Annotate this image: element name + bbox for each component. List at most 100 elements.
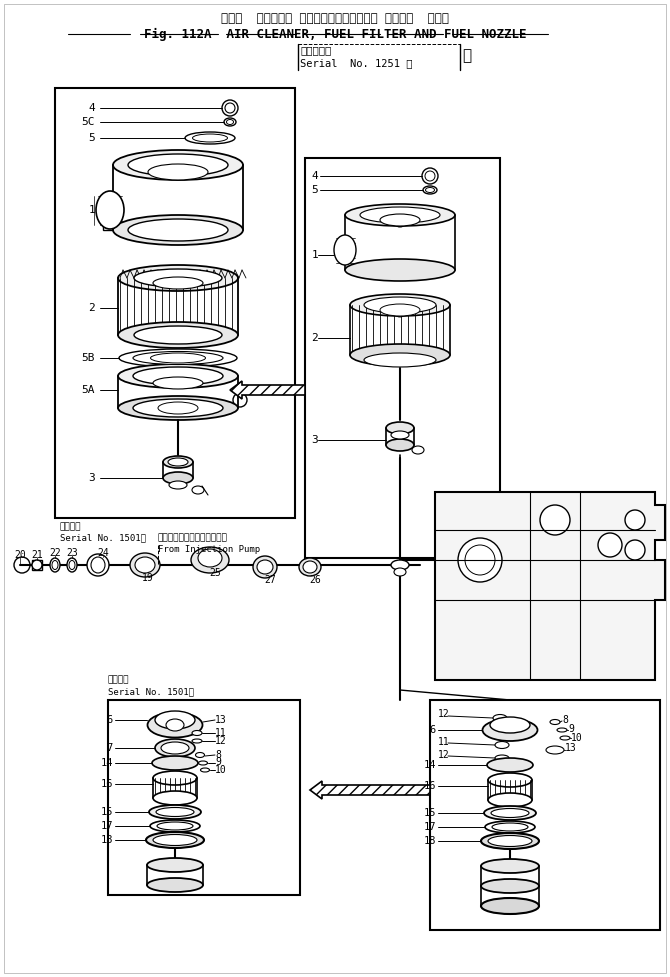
Ellipse shape	[423, 186, 437, 194]
Ellipse shape	[87, 554, 109, 576]
Circle shape	[233, 393, 247, 407]
Text: 5C: 5C	[82, 117, 95, 127]
Ellipse shape	[147, 878, 203, 892]
Ellipse shape	[156, 808, 194, 817]
Ellipse shape	[364, 353, 436, 367]
Ellipse shape	[113, 150, 243, 180]
Ellipse shape	[380, 304, 420, 316]
Polygon shape	[230, 381, 305, 399]
Ellipse shape	[192, 486, 204, 494]
Circle shape	[425, 171, 435, 181]
Ellipse shape	[299, 558, 321, 576]
Text: 4: 4	[312, 171, 318, 181]
Text: Serial  No. 1251 ～: Serial No. 1251 ～	[300, 58, 413, 68]
Ellipse shape	[69, 561, 75, 570]
Text: 3: 3	[312, 435, 318, 445]
Ellipse shape	[146, 832, 204, 848]
Polygon shape	[310, 781, 430, 799]
Text: 13: 13	[565, 743, 577, 753]
Ellipse shape	[133, 367, 223, 385]
Ellipse shape	[488, 773, 532, 787]
Ellipse shape	[303, 561, 317, 573]
Ellipse shape	[155, 711, 195, 729]
Bar	[305, 158, 500, 558]
Bar	[430, 700, 660, 930]
Ellipse shape	[67, 558, 77, 572]
Circle shape	[458, 538, 502, 582]
Ellipse shape	[481, 833, 539, 849]
Text: 12: 12	[438, 750, 450, 760]
Text: 2: 2	[88, 303, 95, 313]
Text: 5: 5	[312, 185, 318, 195]
Text: 18: 18	[100, 835, 113, 845]
Text: 2: 2	[312, 333, 318, 343]
Ellipse shape	[345, 204, 455, 226]
Ellipse shape	[118, 265, 238, 291]
Circle shape	[225, 103, 235, 113]
Circle shape	[422, 168, 438, 184]
Ellipse shape	[391, 560, 409, 570]
Ellipse shape	[128, 219, 228, 241]
Ellipse shape	[169, 481, 187, 489]
Text: 7: 7	[107, 743, 113, 753]
Text: （適用号機: （適用号機	[300, 45, 331, 55]
Ellipse shape	[152, 756, 198, 770]
Ellipse shape	[192, 739, 202, 743]
Text: Fig. 112A  AIR CLEANER, FUEL FILTER AND FUEL NOZZLE: Fig. 112A AIR CLEANER, FUEL FILTER AND F…	[144, 27, 526, 40]
Ellipse shape	[153, 277, 203, 289]
Ellipse shape	[492, 823, 528, 831]
Bar	[108, 700, 300, 895]
Ellipse shape	[482, 719, 537, 741]
Ellipse shape	[200, 768, 210, 772]
Ellipse shape	[149, 805, 201, 819]
Ellipse shape	[153, 791, 197, 805]
Text: 19: 19	[142, 573, 154, 583]
Text: 8: 8	[215, 750, 221, 760]
Text: 27: 27	[264, 575, 276, 585]
Ellipse shape	[493, 714, 507, 721]
Ellipse shape	[488, 835, 532, 846]
Circle shape	[598, 533, 622, 557]
Text: 16: 16	[423, 781, 436, 791]
Ellipse shape	[32, 560, 42, 570]
Text: 5B: 5B	[82, 353, 95, 363]
Ellipse shape	[119, 349, 237, 367]
Text: 6: 6	[429, 725, 436, 735]
Ellipse shape	[161, 742, 189, 754]
Text: 9: 9	[215, 757, 221, 767]
Text: 20: 20	[14, 550, 26, 560]
Text: 26: 26	[309, 575, 321, 585]
Text: 18: 18	[423, 836, 436, 846]
Ellipse shape	[147, 858, 203, 872]
Ellipse shape	[52, 561, 58, 570]
Ellipse shape	[185, 132, 235, 144]
Ellipse shape	[550, 719, 560, 725]
Polygon shape	[435, 492, 665, 680]
Ellipse shape	[91, 557, 105, 573]
Text: 23: 23	[66, 548, 78, 558]
Text: インジェクションポンプから: インジェクションポンプから	[158, 533, 228, 542]
Ellipse shape	[96, 191, 124, 229]
Text: 12: 12	[438, 709, 450, 719]
Ellipse shape	[557, 728, 567, 732]
Ellipse shape	[147, 712, 202, 738]
Ellipse shape	[334, 235, 356, 265]
Ellipse shape	[386, 422, 414, 434]
Text: From Injection Pump: From Injection Pump	[158, 545, 260, 555]
Text: 5A: 5A	[82, 385, 95, 395]
Ellipse shape	[360, 207, 440, 223]
Circle shape	[222, 100, 238, 116]
Ellipse shape	[198, 549, 222, 567]
Ellipse shape	[196, 752, 204, 757]
Text: ）: ）	[462, 49, 471, 64]
Text: 22: 22	[49, 548, 61, 558]
Text: 21: 21	[31, 550, 43, 560]
Text: 3: 3	[88, 473, 95, 483]
Ellipse shape	[364, 297, 436, 313]
Ellipse shape	[394, 568, 406, 576]
Ellipse shape	[198, 761, 208, 765]
Ellipse shape	[481, 898, 539, 914]
Text: 8: 8	[562, 715, 568, 725]
Circle shape	[393, 213, 407, 227]
Ellipse shape	[192, 731, 202, 736]
